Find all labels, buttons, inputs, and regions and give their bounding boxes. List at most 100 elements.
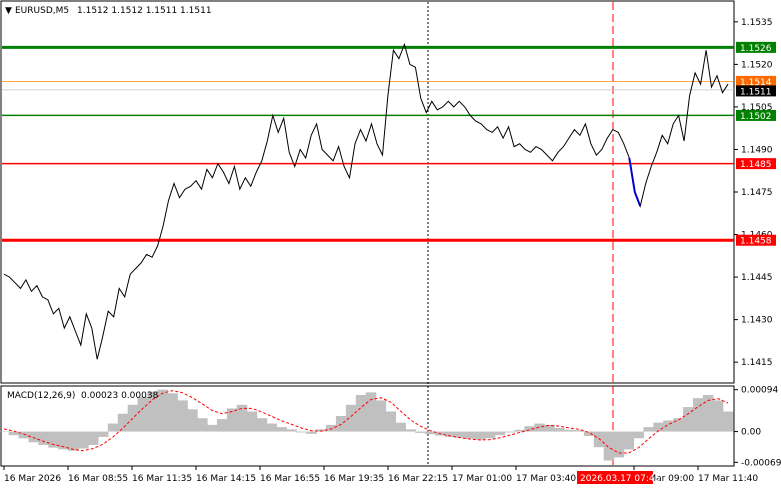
macd-histogram-bar [326, 424, 337, 432]
macd-tick-label: 0.00094 [741, 386, 778, 396]
horizontal-levels [2, 45, 734, 242]
macd-histogram-bar [494, 431, 506, 436]
macd-histogram-bar [266, 423, 278, 432]
macd-histogram-bar [157, 389, 168, 432]
macd-values: 0.00023 0.00038 [81, 391, 159, 401]
macd-histogram-bar [692, 398, 704, 432]
macd-histogram-bar [226, 408, 238, 432]
support-green-lower-tag [736, 109, 776, 121]
time-tick-label: 17 Mar 03:40 [516, 474, 576, 484]
macd-histogram-bar [18, 431, 30, 439]
macd-histogram-bar [554, 428, 565, 432]
price-pane-frame [0, 0, 735, 384]
price-tick-label: 1.1535 [741, 18, 773, 28]
macd-histogram-bar [97, 431, 109, 437]
macd-histogram-bar [286, 429, 297, 432]
cursor-time-tag [577, 471, 653, 484]
macd-histogram-bar [395, 422, 406, 432]
macd-histogram-bar [504, 431, 516, 433]
macd-histogram-bar [236, 404, 248, 432]
macd-histogram-bar [712, 400, 724, 432]
macd-histogram-bar [48, 431, 59, 448]
time-tick-label: 16 Mar 11:35 [132, 474, 192, 484]
time-tick-label: 16 Mar 16:55 [260, 474, 320, 484]
macd-signal-line [3, 390, 729, 454]
time-tick-label: 17 Mar 09:00 [634, 474, 694, 484]
macd-histogram-bar [107, 423, 119, 432]
symbol-label: EURUSD,M5 [15, 6, 69, 16]
macd-histogram-bar [276, 427, 287, 432]
bid-price-tag-label: 1.1511 [740, 87, 772, 97]
macd-histogram-bar [573, 430, 585, 432]
macd-histogram-bar [38, 431, 49, 445]
macd-tick-label: 0.00 [741, 428, 761, 438]
macd-histogram-bar [484, 431, 496, 439]
macd-histogram-bar [564, 429, 575, 432]
macd-histogram-bar [722, 411, 734, 432]
macd-histogram-bar [445, 431, 456, 437]
macd-histogram-bar [147, 391, 159, 432]
macd-histogram-bar [68, 431, 79, 451]
support-green-lower-tag-label: 1.1502 [740, 112, 772, 122]
macd-pane-frame [0, 385, 735, 467]
price-tick-label: 1.1490 [741, 145, 773, 155]
ohlc-values: 1.1512 1.1512 1.1511 1.1511 [77, 6, 212, 16]
macd-histogram-bar [683, 407, 694, 432]
macd-histogram-bar [405, 429, 416, 432]
support-red-lower-tag-label: 1.1458 [740, 237, 772, 247]
resistance-green-upper-tag-label: 1.1526 [740, 44, 772, 54]
macd-histogram-bar [88, 431, 99, 445]
time-tick-label: 16 Mar 19:35 [324, 474, 384, 484]
ask-price-tag-label: 1.1514 [740, 78, 772, 88]
macd-histogram-bar [454, 431, 466, 438]
macd-histogram-bar [335, 415, 347, 432]
macd-histogram-bar [365, 392, 377, 432]
macd-histogram-bar [702, 395, 714, 432]
macd-histogram-bar [296, 431, 307, 433]
bid-price-tag [736, 85, 776, 97]
macd-histogram-bar [117, 413, 129, 432]
macd-histogram-bar [583, 431, 595, 437]
macd-histogram-bar [464, 431, 476, 439]
macd-histogram-bar [593, 431, 605, 448]
macd-histogram-bar [256, 418, 268, 432]
macd-histogram-bar [167, 393, 178, 432]
macd-histogram-bar [8, 431, 20, 436]
price-series [3, 42, 729, 360]
macd-histogram-bar [306, 431, 317, 434]
symbol-dropdown-icon[interactable]: ▼ [5, 6, 12, 16]
price-tick-label: 1.1430 [741, 316, 773, 326]
ask-price-tag [736, 75, 776, 87]
macd-histogram-bar [177, 400, 188, 432]
price-tick-label: 1.1505 [741, 103, 773, 113]
macd-histogram-bar [197, 418, 208, 432]
support-red-lower-tag [736, 234, 776, 246]
price-line [3, 42, 729, 360]
macd-histogram-bar [187, 409, 198, 432]
resistance-green-upper-tag [736, 41, 776, 53]
time-tick-label: 16 Mar 2026 [4, 474, 61, 484]
macd-histogram-bar [663, 420, 674, 432]
macd-indicator [0, 389, 734, 461]
macd-histogram-bar [514, 429, 525, 432]
time-tick-label: 17 Mar 11:40 [698, 474, 758, 484]
time-tick-label: 17 Mar 01:00 [452, 474, 512, 484]
macd-histogram-bar [425, 431, 436, 435]
cursor-time-label: 2026.03.17 07:45 [580, 474, 660, 484]
macd-histogram-bar [524, 426, 535, 432]
macd-histogram-bar [345, 404, 357, 432]
resistance-red-upper-tag-label: 1.1485 [740, 160, 772, 170]
time-tick-label: 16 Mar 22:15 [388, 474, 448, 484]
macd-histogram-bar [78, 431, 89, 449]
macd-histogram-bar [375, 400, 387, 432]
macd-histogram-bar [137, 396, 149, 432]
price-tick-label: 1.1520 [741, 60, 773, 70]
price-axis: 1.15351.15201.15051.14901.14751.14601.14… [734, 18, 773, 368]
macd-histogram-bar [643, 427, 654, 432]
price-tick-label: 1.1415 [741, 358, 773, 368]
macd-axis: 0.00094 0.00 -0.00069 [734, 386, 781, 468]
macd-histogram-bar [28, 431, 40, 443]
macd-histogram-bar [673, 418, 684, 432]
